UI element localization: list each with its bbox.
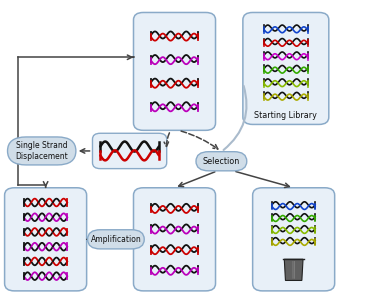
Text: Single Strand
Displacement: Single Strand Displacement (15, 141, 68, 161)
Text: Amplification: Amplification (91, 235, 141, 244)
FancyBboxPatch shape (5, 188, 87, 291)
FancyBboxPatch shape (243, 12, 329, 124)
FancyBboxPatch shape (134, 188, 216, 291)
Text: Starting Library: Starting Library (254, 111, 317, 120)
FancyBboxPatch shape (134, 12, 216, 130)
FancyBboxPatch shape (252, 188, 335, 291)
Polygon shape (284, 259, 303, 280)
FancyBboxPatch shape (7, 137, 76, 165)
FancyBboxPatch shape (196, 152, 247, 171)
FancyBboxPatch shape (93, 133, 167, 169)
FancyBboxPatch shape (87, 230, 144, 249)
Text: Selection: Selection (203, 157, 240, 166)
